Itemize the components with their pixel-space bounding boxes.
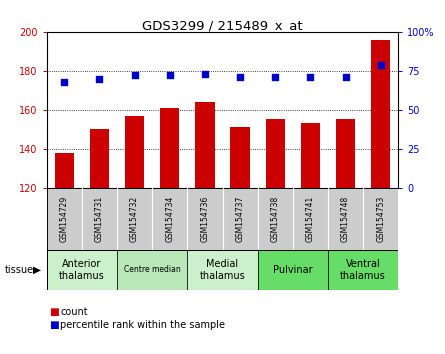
Point <box>271 74 279 80</box>
Text: Ventral
thalamus: Ventral thalamus <box>340 259 386 281</box>
Bar <box>328 250 398 290</box>
Bar <box>301 123 320 188</box>
Text: ▶: ▶ <box>33 265 41 275</box>
Text: GSM154748: GSM154748 <box>341 195 350 242</box>
Text: GSM154741: GSM154741 <box>306 195 315 242</box>
Text: Pulvinar: Pulvinar <box>273 265 313 275</box>
Text: GSM154738: GSM154738 <box>271 195 280 242</box>
Text: count: count <box>60 307 88 316</box>
Bar <box>266 119 285 188</box>
Text: GSM154736: GSM154736 <box>200 195 210 242</box>
Text: Medial
thalamus: Medial thalamus <box>200 259 245 281</box>
Bar <box>160 108 179 188</box>
Text: GSM154737: GSM154737 <box>235 195 245 242</box>
Point <box>237 74 244 80</box>
Text: tissue: tissue <box>4 265 33 275</box>
Bar <box>258 250 328 290</box>
Point <box>166 73 174 78</box>
Point <box>377 62 384 67</box>
Bar <box>371 40 390 188</box>
Bar <box>195 102 214 188</box>
Text: Centre median: Centre median <box>124 266 181 274</box>
Bar <box>187 250 258 290</box>
Text: Anterior
thalamus: Anterior thalamus <box>59 259 105 281</box>
Bar <box>90 129 109 188</box>
Text: GDS3299 / 215489_x_at: GDS3299 / 215489_x_at <box>142 19 303 33</box>
Point <box>342 74 349 80</box>
Text: GSM154734: GSM154734 <box>165 195 174 242</box>
Text: ■: ■ <box>49 320 59 330</box>
Bar <box>231 127 250 188</box>
Bar <box>125 115 144 188</box>
Text: percentile rank within the sample: percentile rank within the sample <box>60 320 225 330</box>
Point <box>202 71 209 77</box>
Bar <box>336 119 355 188</box>
Text: ■: ■ <box>49 307 59 316</box>
Text: GSM154753: GSM154753 <box>376 195 385 242</box>
Bar <box>117 250 187 290</box>
Point <box>61 79 68 85</box>
Point <box>131 73 138 78</box>
Point <box>307 74 314 80</box>
Text: GSM154731: GSM154731 <box>95 195 104 242</box>
Point <box>96 76 103 81</box>
Bar <box>47 250 117 290</box>
Text: GSM154732: GSM154732 <box>130 195 139 242</box>
Bar <box>55 153 74 188</box>
Text: GSM154729: GSM154729 <box>60 195 69 242</box>
